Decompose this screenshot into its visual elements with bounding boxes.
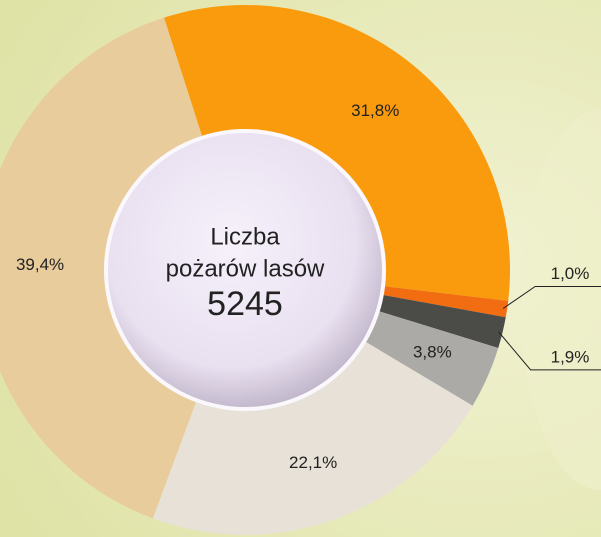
- donut-slice: [163, 4, 511, 301]
- data-label: 39,4%: [16, 255, 64, 274]
- donut: [0, 4, 511, 535]
- hole: [108, 133, 382, 407]
- center-total: 5245: [207, 285, 283, 323]
- center-text: Liczba: [210, 223, 280, 250]
- data-label: 1,0%: [551, 264, 590, 283]
- background-shape: [520, 110, 601, 490]
- center-text: pożarów lasów: [166, 255, 325, 282]
- data-label: 22,1%: [289, 453, 337, 472]
- donut-slice: [0, 17, 203, 519]
- data-label: 3,8%: [413, 343, 452, 362]
- leader-line: [502, 285, 601, 309]
- donut-slice: [377, 294, 506, 349]
- donut-slice: [381, 286, 509, 318]
- donut-slice: [152, 341, 473, 535]
- data-label: 31,8%: [351, 101, 399, 120]
- donut-slice: [364, 310, 499, 406]
- leader-line: [498, 331, 601, 371]
- data-label: 1,9%: [551, 347, 590, 366]
